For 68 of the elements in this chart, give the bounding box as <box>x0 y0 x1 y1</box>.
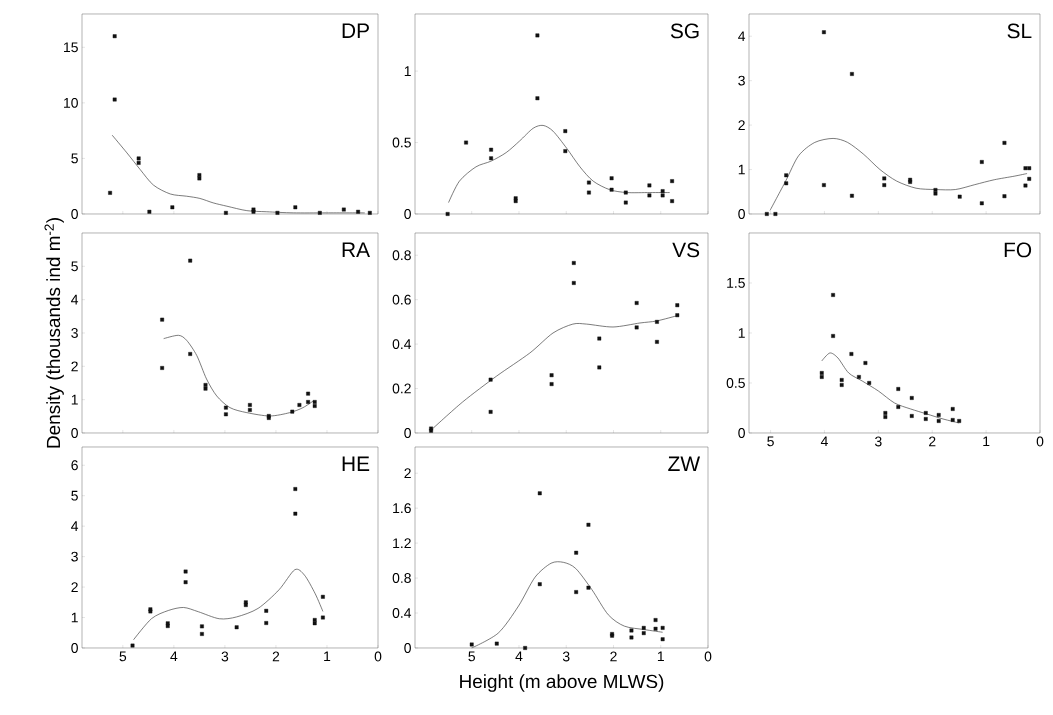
x-tick-label: 4 <box>515 651 523 662</box>
y-tick-label: 0.4 <box>392 339 412 350</box>
x-tick-label: 4 <box>170 651 178 662</box>
y-tick-label: 15 <box>64 42 78 53</box>
x-tick-label: 1 <box>983 436 990 447</box>
chart-title: RA <box>342 242 370 257</box>
y-tick-label: 1.2 <box>393 538 411 548</box>
y-tick-label: 5 <box>71 261 78 272</box>
y-tick-label: 10 <box>64 97 78 108</box>
y-tick-label: 5 <box>71 153 78 164</box>
x-tick-label: 1 <box>657 651 664 662</box>
y-tick-label: 0.5 <box>726 378 745 388</box>
x-tick-label: 2 <box>929 436 936 447</box>
chart-title: VS <box>672 242 700 258</box>
x-tick-label: 2 <box>610 651 617 662</box>
y-tick-label: 4 <box>71 294 79 305</box>
y-tick-label: 0.6 <box>392 294 411 305</box>
y-tick-label: 2 <box>71 361 78 372</box>
x-tick-label: 3 <box>562 651 570 662</box>
x-tick-label: 5 <box>767 436 774 447</box>
y-tick-label: 1 <box>71 612 78 623</box>
y-tick-label: 0 <box>71 209 78 219</box>
y-tick-label: 4 <box>738 31 746 41</box>
y-tick-label: 0 <box>71 643 78 653</box>
y-tick-label: 0 <box>71 428 78 438</box>
y-tick-label: 0.2 <box>392 383 411 394</box>
y-tick-label: 0 <box>738 209 745 219</box>
x-tick-label: 4 <box>820 436 828 447</box>
x-tick-label: 5 <box>119 651 127 662</box>
y-tick-label: 5 <box>71 490 78 501</box>
y-tick-label: 0 <box>404 643 411 653</box>
y-tick-label: 2 <box>404 468 411 479</box>
chart-title: HE <box>342 456 370 471</box>
x-tick-label: 2 <box>272 651 280 662</box>
x-tick-label: 0 <box>704 651 712 662</box>
y-tick-label: 0.8 <box>392 573 411 584</box>
y-tick-label: 3 <box>71 551 78 562</box>
y-tick-label: 0.5 <box>392 137 411 148</box>
x-tick-label: 3 <box>875 436 882 447</box>
y-axis-title: Density (thousands ind m$^{-2}$) <box>44 218 64 448</box>
y-tick-label: 0.8 <box>392 250 411 261</box>
x-tick-label: 0 <box>374 651 382 662</box>
y-tick-label: 2 <box>738 120 745 130</box>
y-tick-label: 6 <box>71 460 78 471</box>
y-tick-label: 0 <box>738 428 745 438</box>
y-tick-label: 3 <box>738 75 745 86</box>
y-tick-label: 0.4 <box>392 608 412 618</box>
y-tick-label: 0 <box>404 428 411 438</box>
x-tick-label: 0 <box>1036 436 1044 447</box>
x-tick-label: 1 <box>324 651 331 662</box>
chart-title: SL <box>1007 23 1032 39</box>
y-tick-label: 1.5 <box>727 278 745 288</box>
x-axis-title: Height (m above MLWS) <box>460 674 664 692</box>
x-tick-label: 5 <box>468 651 476 662</box>
y-tick-label: 1.6 <box>393 503 411 514</box>
y-tick-label: 4 <box>71 521 79 531</box>
y-tick-label: 2 <box>71 582 78 592</box>
chart-title: FO <box>1004 242 1032 258</box>
chart-title: DP <box>342 23 369 38</box>
y-tick-label: 1 <box>404 66 411 76</box>
y-tick-label: 1 <box>738 328 745 338</box>
x-tick-label: 3 <box>221 651 229 662</box>
y-tick-label: 0 <box>404 209 411 219</box>
y-tick-label: 1 <box>71 394 78 405</box>
chart-title: ZW <box>668 456 701 471</box>
y-tick-label: 1 <box>738 164 745 175</box>
y-tick-label: 3 <box>71 328 78 338</box>
chart-title: SG <box>670 23 699 39</box>
